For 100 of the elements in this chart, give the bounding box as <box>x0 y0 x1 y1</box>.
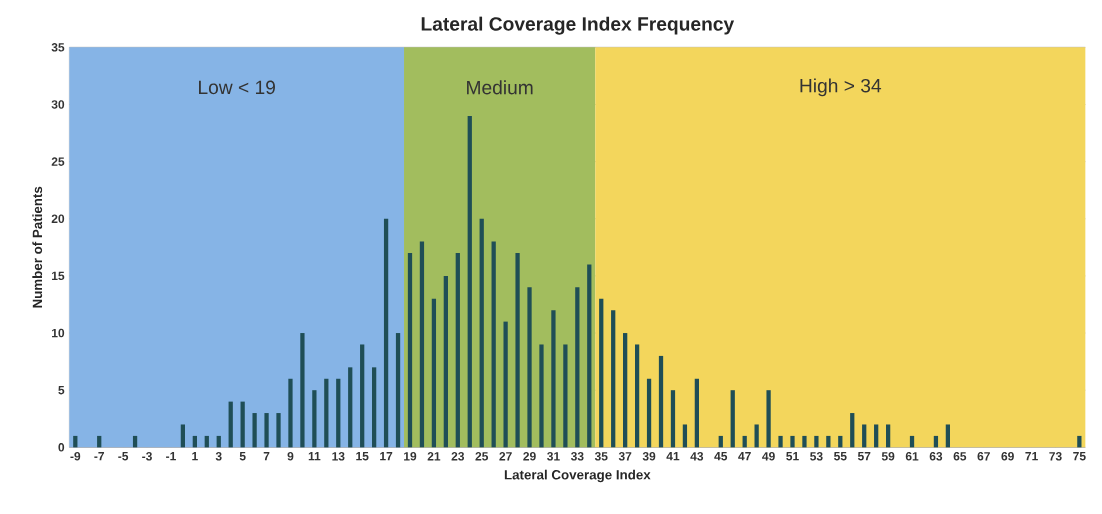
x-tick-label: 23 <box>451 452 465 461</box>
x-tick-label: 31 <box>547 452 560 461</box>
bar <box>324 378 329 448</box>
x-tick-label: 71 <box>1025 452 1038 461</box>
bar <box>766 390 771 448</box>
y-tick-label: 15 <box>52 271 65 281</box>
bar <box>718 435 723 448</box>
bar <box>623 333 628 448</box>
bar <box>1077 435 1082 448</box>
bar <box>479 218 484 448</box>
bar <box>814 435 819 448</box>
bar <box>551 310 556 448</box>
bar <box>515 253 520 448</box>
bar <box>491 241 496 448</box>
bar <box>312 390 317 448</box>
x-tick-label: 65 <box>953 452 967 461</box>
x-tick-label: 25 <box>475 452 489 461</box>
bar <box>383 218 389 448</box>
x-tick-label: 67 <box>977 452 990 461</box>
bar <box>670 390 676 448</box>
bar <box>778 435 783 448</box>
x-axis-title: Lateral Coverage Index <box>504 469 651 483</box>
bar <box>288 378 293 448</box>
x-tick-label: 7 <box>263 452 270 461</box>
y-tick-label: 10 <box>52 328 65 338</box>
bar <box>646 378 652 448</box>
x-tick-label: 9 <box>287 452 294 461</box>
x-tick-label: 27 <box>499 452 512 461</box>
bar <box>874 424 879 448</box>
bar <box>587 264 592 448</box>
x-tick-label: -9 <box>70 452 81 461</box>
bar <box>348 367 353 448</box>
bar <box>360 344 365 448</box>
bar <box>264 413 269 448</box>
bar <box>933 435 939 448</box>
chart-title: Lateral Coverage Index Frequency <box>421 16 735 35</box>
x-tick-label: 3 <box>215 452 222 461</box>
bar <box>503 321 508 448</box>
bar <box>634 344 640 448</box>
y-tick-label: 0 <box>58 443 65 452</box>
bar <box>599 298 604 448</box>
y-axis-title: Number of Patients <box>32 186 43 308</box>
bar <box>862 424 867 448</box>
x-tick-label: 37 <box>618 452 632 461</box>
bar <box>132 435 138 448</box>
bar <box>754 424 759 448</box>
x-tick-label: 69 <box>1001 452 1014 461</box>
x-tick-label: 35 <box>594 452 608 461</box>
bar <box>455 253 460 448</box>
bar <box>467 115 472 448</box>
bar <box>443 275 448 448</box>
x-tick-label: 63 <box>929 452 943 461</box>
bar <box>563 344 568 448</box>
band-label: Medium <box>467 80 533 95</box>
bar <box>372 367 377 448</box>
bar <box>300 333 305 448</box>
bar <box>73 435 78 448</box>
y-tick-label: 5 <box>58 386 65 395</box>
bar <box>204 435 209 448</box>
x-tick-label: 41 <box>666 452 680 461</box>
bar <box>228 401 233 448</box>
x-tick-label: 43 <box>690 452 704 461</box>
bar <box>336 378 341 448</box>
bar <box>909 435 915 448</box>
x-tick-label: -5 <box>118 452 129 461</box>
bar <box>431 298 437 448</box>
x-tick-label: 17 <box>380 452 393 461</box>
x-tick-label: 53 <box>810 452 823 461</box>
x-tick-label: 49 <box>762 452 775 461</box>
bar <box>611 310 616 448</box>
bar <box>790 435 795 448</box>
x-tick-label: -7 <box>94 452 105 461</box>
x-tick-label: 59 <box>881 452 895 461</box>
bar <box>838 435 843 448</box>
x-tick-label: -1 <box>166 452 176 461</box>
y-tick-label: 30 <box>51 100 65 109</box>
x-tick-label: 1 <box>192 452 198 461</box>
x-tick-label: 5 <box>239 452 246 461</box>
bar <box>694 378 699 448</box>
bar <box>682 424 688 448</box>
bar <box>252 413 257 448</box>
bar <box>192 435 197 448</box>
x-tick-label: 73 <box>1049 452 1062 461</box>
x-tick-label: 33 <box>570 452 584 461</box>
bar <box>850 413 855 448</box>
bar <box>240 401 245 448</box>
x-tick-label: 51 <box>786 452 799 461</box>
bar <box>216 435 221 448</box>
x-tick-label: -3 <box>142 452 152 461</box>
bar <box>180 424 186 448</box>
bar <box>826 435 831 448</box>
bar <box>802 435 807 448</box>
x-tick-label: 45 <box>714 452 728 461</box>
x-tick-label: 29 <box>523 452 536 461</box>
bar <box>575 287 580 448</box>
x-tick-label: 19 <box>404 452 417 461</box>
bar <box>945 424 951 448</box>
band-label: Low < 19 <box>199 80 275 95</box>
y-tick-label: 20 <box>51 214 65 224</box>
bar <box>527 287 532 448</box>
